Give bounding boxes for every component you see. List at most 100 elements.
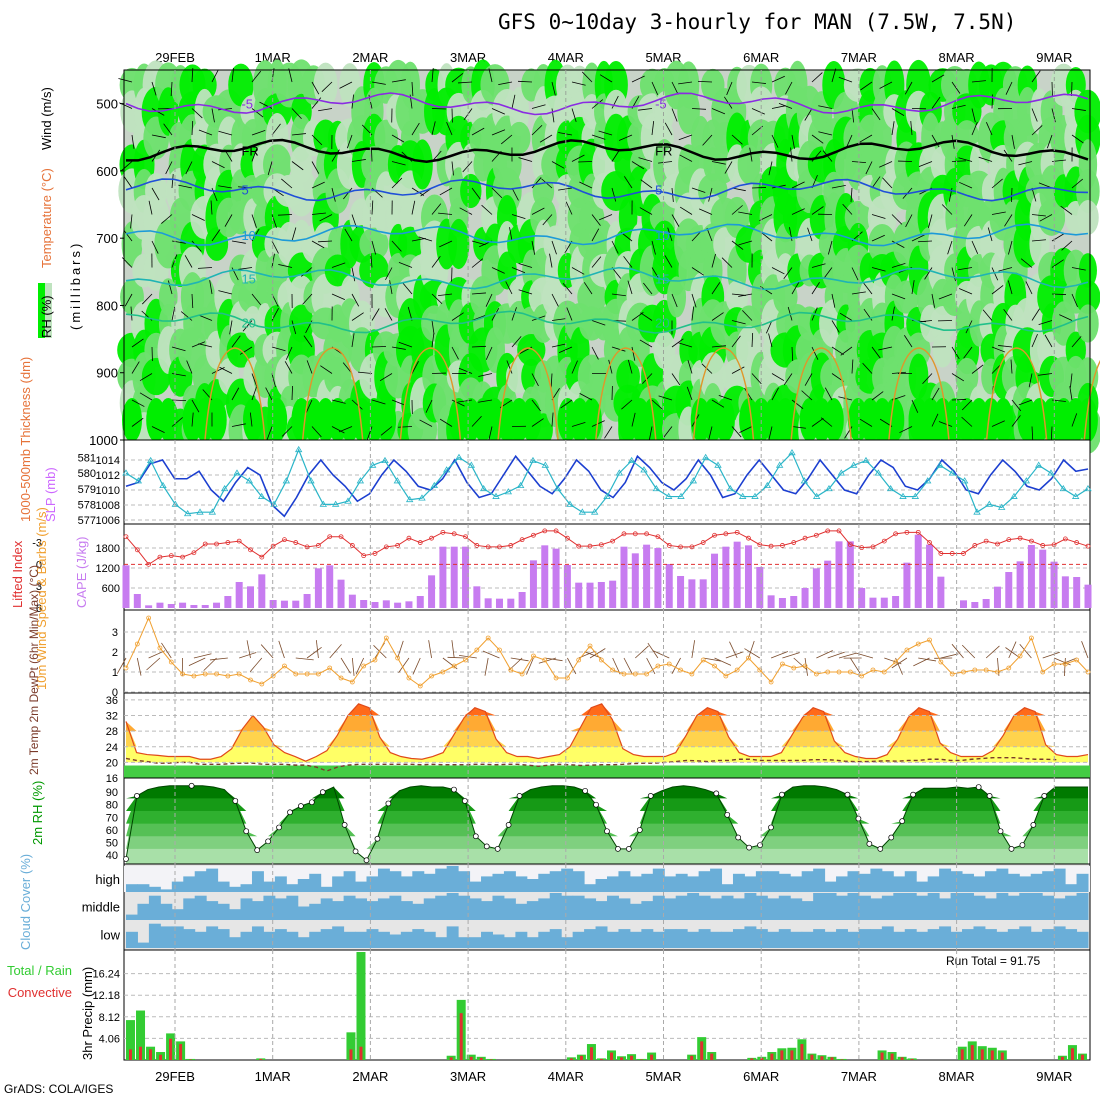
wind-barb (771, 134, 779, 148)
wind-barb (631, 161, 645, 170)
thickness-marker (122, 469, 130, 476)
wind10m-marker (191, 673, 197, 679)
wind10m-barb (827, 651, 845, 659)
cape-bar (213, 602, 221, 608)
rh-axis-label: RH (%) (39, 295, 54, 338)
wind-barb (379, 373, 393, 382)
wind10m-barb (260, 644, 274, 659)
wind10m-barb (355, 657, 365, 675)
isotherm-label: 15 (241, 272, 255, 287)
wind-barb (488, 426, 493, 441)
wind-barb (851, 267, 859, 281)
wind10m-barb (340, 657, 351, 674)
lifted-index-marker (598, 542, 604, 548)
wind-barb (1038, 373, 1053, 376)
wind-barb (771, 267, 785, 275)
rh2m-marker (363, 857, 370, 864)
precip-convective-bar (589, 1047, 593, 1060)
wind-barb (871, 391, 884, 401)
wind-barb (678, 134, 693, 141)
cloud-bar (126, 884, 138, 892)
wind-barb (891, 240, 905, 249)
wind-barb (318, 240, 333, 243)
cloud-bar (824, 893, 837, 920)
lifted-index-marker (859, 545, 865, 551)
wind10m-barb (1008, 641, 1017, 659)
wind-barb (1010, 359, 1013, 374)
cloud-bar (790, 898, 803, 920)
cape-bar (145, 605, 153, 608)
bottom-date-7MAR: 7MAR (841, 1069, 877, 1084)
cape-bar (971, 602, 979, 608)
rh2m-marker (462, 798, 468, 804)
wind-barb (571, 81, 586, 86)
wind-barb (491, 187, 503, 199)
rh2m-marker (636, 827, 643, 833)
wind-barb (531, 399, 541, 412)
wind10m-barb (1019, 644, 1032, 659)
precip-convective-bar (359, 1046, 363, 1060)
wind-barb (370, 253, 373, 268)
rh2m-marker (341, 822, 348, 828)
wind-barb (971, 364, 984, 374)
wind-barb (511, 94, 516, 109)
cloud-bar (572, 871, 585, 892)
lifted-cape-panel: -3 0 3 6 600 1200 1800 Lifted Index CAPE (J/kg… (10, 523, 1092, 615)
temp2m-axis-label: 2m Temp 2m DewPt (6hr Min/Max) (°C) (27, 565, 41, 775)
wind-barb (640, 312, 653, 321)
wind-barb (431, 256, 441, 268)
wind-barb (281, 178, 293, 189)
cape-bar (529, 560, 537, 608)
precip-convective-bar (800, 1044, 804, 1060)
cape-bar (439, 546, 447, 608)
lifted-cape-frame (123, 523, 1091, 611)
wind-barb (451, 399, 465, 407)
wind10m-barb (782, 652, 800, 659)
wind10m-barb (510, 657, 529, 662)
cloud-bar (962, 873, 974, 892)
wind-barb (611, 346, 626, 352)
wind-barb (599, 74, 613, 83)
cloud-bar (778, 929, 791, 948)
wind-barb (842, 203, 853, 215)
wind10m-speed-line (123, 615, 1091, 689)
wind10m-marker (768, 679, 774, 685)
wind10m-barb (315, 640, 319, 659)
cloud-bar (332, 926, 345, 948)
precip-convective-bar (820, 1056, 824, 1060)
wind-barb (331, 293, 345, 300)
thickness-marker (911, 492, 920, 499)
cloud-bar (572, 895, 585, 920)
wind-barb (431, 121, 436, 136)
wind-barb (726, 81, 733, 96)
wind-barb (924, 267, 933, 280)
wind10m-barb (193, 653, 212, 659)
cloud-bar (629, 931, 642, 948)
cloud-bar (148, 886, 161, 892)
wind-barb (184, 255, 193, 268)
wind-barb (738, 211, 753, 215)
cloud-bar (710, 868, 723, 892)
wind-barb (959, 181, 973, 189)
wind-barb (598, 214, 613, 221)
bottom-date-9MAR: 9MAR (1036, 1069, 1072, 1084)
wind-barb (281, 426, 293, 437)
thickness-marker (590, 508, 599, 515)
cloud-bar (916, 931, 929, 948)
wind10m-barb (209, 657, 228, 661)
cloud-bar (217, 881, 230, 892)
wind-barb (151, 81, 157, 96)
cloud-bar (240, 884, 253, 892)
rh-shading (117, 59, 1100, 456)
wind-barb (1071, 134, 1084, 144)
wind-barb (231, 240, 246, 244)
cloud-bar (881, 926, 894, 948)
wind-barb (804, 108, 813, 121)
wind10m-barb (838, 652, 857, 659)
wind-barb (331, 149, 340, 162)
wind-barb (358, 371, 373, 374)
cape-bar (167, 604, 175, 608)
rh-cell (397, 226, 423, 262)
wind10m-marker (802, 663, 808, 669)
bottom-date-8MAR: 8MAR (939, 1069, 975, 1084)
